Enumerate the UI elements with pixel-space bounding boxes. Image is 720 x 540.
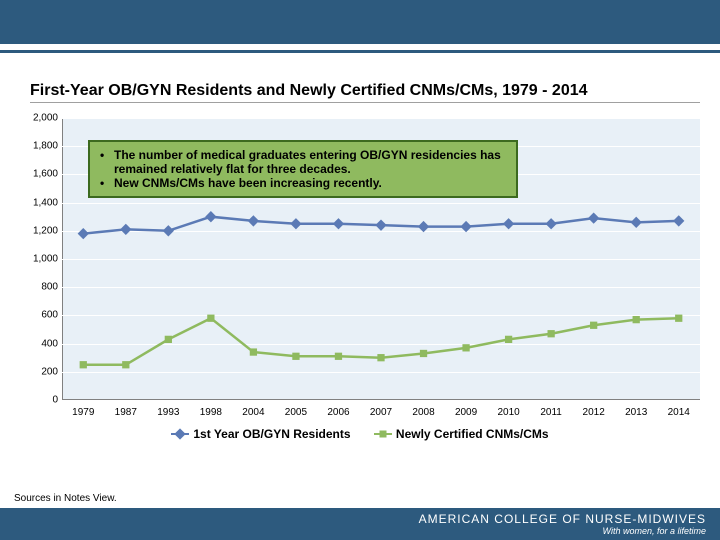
callout-bullet: The number of medical graduates entering… bbox=[114, 148, 506, 176]
legend: 1st Year OB/GYN Residents Newly Certifie… bbox=[0, 424, 720, 441]
header-band bbox=[0, 0, 720, 44]
x-tick-label: 2013 bbox=[625, 407, 647, 418]
chart-area: 02004006008001,0001,2001,4001,6001,8002,… bbox=[20, 118, 700, 418]
square-marker-icon bbox=[374, 433, 392, 435]
y-tick-label: 600 bbox=[20, 310, 58, 321]
x-tick-label: 2007 bbox=[370, 407, 392, 418]
x-tick-label: 1998 bbox=[200, 407, 222, 418]
y-tick-label: 0 bbox=[20, 395, 58, 406]
plot-overlay: 1979198719931998200420052006200720082009… bbox=[62, 118, 700, 400]
x-tick-label: 1987 bbox=[115, 407, 137, 418]
footer-logo: AMERICAN COLLEGE OF NURSE-MIDWIVES With … bbox=[419, 512, 706, 536]
y-tick-label: 2,000 bbox=[20, 113, 58, 124]
footer-band: AMERICAN COLLEGE OF NURSE-MIDWIVES With … bbox=[0, 508, 720, 540]
x-tick-label: 2004 bbox=[242, 407, 264, 418]
y-tick-label: 1,600 bbox=[20, 169, 58, 180]
x-tick-label: 2008 bbox=[412, 407, 434, 418]
y-tick-label: 1,000 bbox=[20, 254, 58, 265]
y-tick-label: 1,200 bbox=[20, 225, 58, 236]
footer-org: AMERICAN COLLEGE OF NURSE-MIDWIVES bbox=[419, 512, 706, 526]
x-tick-label: 2005 bbox=[285, 407, 307, 418]
header-rule bbox=[0, 50, 720, 53]
footer-tag: With women, for a lifetime bbox=[419, 526, 706, 536]
x-tick-label: 2010 bbox=[497, 407, 519, 418]
diamond-marker-icon bbox=[171, 433, 189, 435]
x-tick-label: 2014 bbox=[668, 407, 690, 418]
x-tick-label: 1979 bbox=[72, 407, 94, 418]
callout-box: The number of medical graduates entering… bbox=[88, 140, 518, 198]
sources-note: Sources in Notes View. bbox=[14, 493, 117, 504]
chart-title: First-Year OB/GYN Residents and Newly Ce… bbox=[30, 82, 700, 103]
callout-bullet: New CNMs/CMs have been increasing recent… bbox=[114, 176, 506, 190]
y-tick-label: 1,800 bbox=[20, 141, 58, 152]
legend-label-2: Newly Certified CNMs/CMs bbox=[396, 427, 549, 441]
legend-label-1: 1st Year OB/GYN Residents bbox=[193, 427, 350, 441]
x-tick-label: 2009 bbox=[455, 407, 477, 418]
y-tick-label: 200 bbox=[20, 366, 58, 377]
x-tick-label: 2012 bbox=[583, 407, 605, 418]
x-tick-label: 1993 bbox=[157, 407, 179, 418]
legend-item-1: 1st Year OB/GYN Residents bbox=[171, 427, 350, 441]
y-tick-label: 400 bbox=[20, 338, 58, 349]
x-tick-label: 2006 bbox=[327, 407, 349, 418]
legend-item-2: Newly Certified CNMs/CMs bbox=[374, 427, 549, 441]
y-tick-label: 1,400 bbox=[20, 197, 58, 208]
y-tick-label: 800 bbox=[20, 282, 58, 293]
x-tick-label: 2011 bbox=[540, 407, 562, 418]
